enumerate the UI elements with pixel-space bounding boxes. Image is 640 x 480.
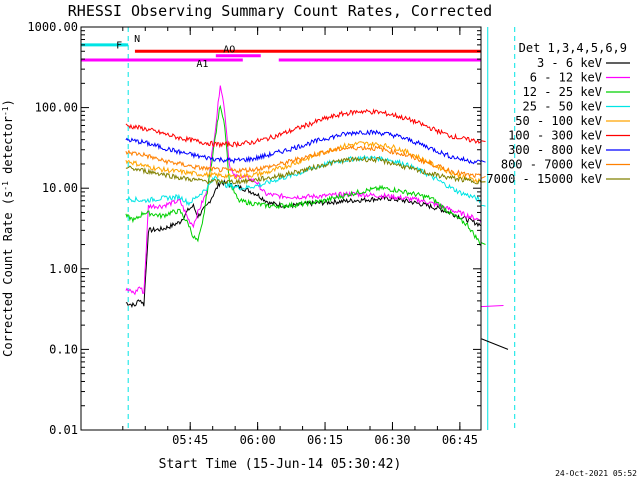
legend-label: 7000 - 15000 keV [486, 172, 602, 186]
x-tick-label: 05:45 [172, 433, 208, 447]
state-bar-label: F [116, 40, 122, 51]
legend-label: 50 - 100 keV [515, 114, 602, 128]
y-tick-label: 0.10 [49, 342, 78, 356]
series-line-5 [125, 108, 486, 149]
series-layer: N F AO A1 [81, 27, 516, 430]
legend-label: 300 - 800 keV [508, 143, 602, 157]
x-tick-label: 06:30 [374, 433, 410, 447]
x-tick-label: 06:00 [240, 433, 276, 447]
y-tick-label: 0.01 [49, 423, 78, 437]
series-line-2 [125, 104, 486, 247]
y-tick-label: 1.00 [49, 262, 78, 276]
legend-label: 800 - 7000 keV [501, 158, 602, 172]
legend-title: Det 1,3,4,5,6,9 [519, 41, 627, 55]
series-line-8 [125, 155, 486, 186]
state-bar-label: A1 [196, 59, 208, 70]
legend-label: 12 - 25 keV [523, 85, 602, 99]
state-bar-label: AO [223, 45, 235, 56]
y-tick-label: 10.00 [42, 181, 78, 195]
plot-frame [80, 26, 482, 431]
timestamp: 24-Oct-2021 05:52 [555, 469, 637, 478]
chart-title: RHESSI Observing Summary Count Rates, Co… [68, 2, 492, 20]
legend-label: 25 - 50 keV [523, 100, 602, 114]
state-bar-label: N [134, 34, 140, 45]
y-axis-label: Corrected Count Rate (s-1 detector-1) [1, 99, 16, 357]
x-tick-label: 06:15 [307, 433, 343, 447]
series-line-1 [125, 85, 504, 308]
series-line-7 [125, 144, 486, 180]
legend-label: 6 - 12 keV [530, 71, 602, 85]
legend-label: 3 - 6 keV [537, 56, 602, 70]
x-axis-label: Start Time (15-Jun-14 05:30:42) [159, 457, 402, 472]
y-tick-label: 1000.00 [27, 20, 78, 34]
legend-label: 100 - 300 keV [508, 129, 602, 143]
x-tick-label: 06:45 [442, 433, 478, 447]
series-line-6 [125, 129, 486, 165]
y-tick-label: 100.00 [35, 101, 78, 115]
